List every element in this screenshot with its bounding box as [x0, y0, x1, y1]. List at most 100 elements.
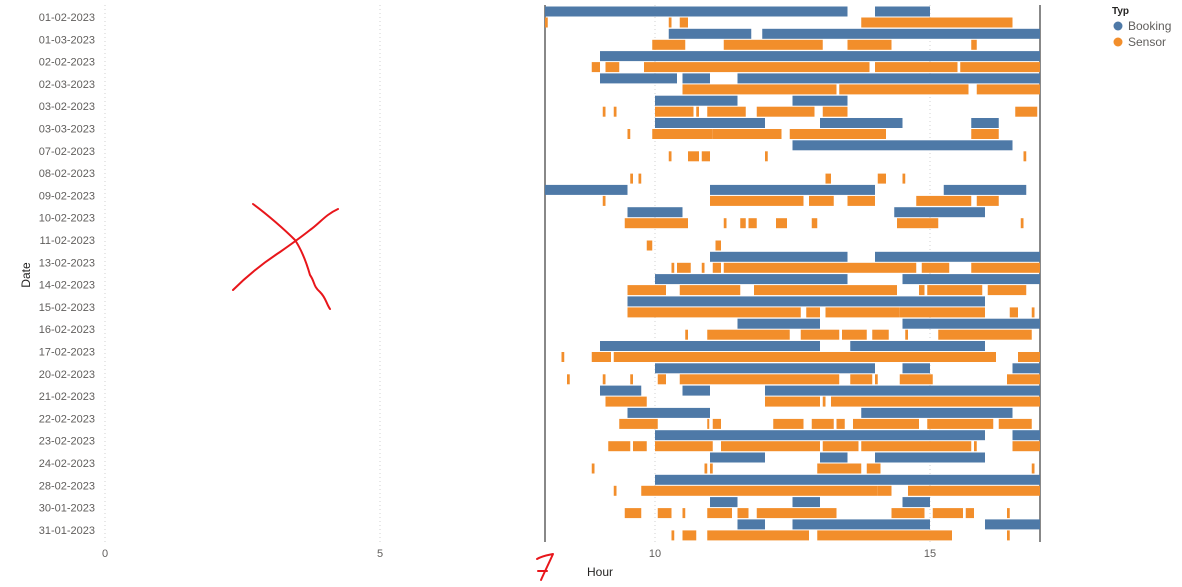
sensor-bar — [754, 285, 897, 296]
booking-bar — [894, 207, 985, 218]
y-tick-label: 02-02-2023 — [39, 57, 95, 69]
booking-bar — [792, 140, 1013, 151]
red-handwritten-annotation — [232, 203, 554, 581]
sensor-bar — [930, 441, 972, 452]
booking-bar — [600, 341, 820, 351]
sensor-bar — [723, 262, 917, 273]
sensor-bar — [707, 530, 809, 541]
sensor-bar — [897, 218, 939, 229]
sensor-bar — [712, 129, 782, 139]
y-tick-label: 03-03-2023 — [39, 124, 95, 136]
booking-bar — [655, 118, 765, 128]
sensor-bar — [627, 129, 631, 139]
y-tick-label: 11-02-2023 — [40, 235, 95, 247]
booking-bar — [902, 274, 1040, 285]
sensor-bar — [682, 508, 686, 519]
booking-bar — [850, 341, 985, 351]
sensor-bar — [806, 307, 820, 318]
sensor-bar — [1018, 352, 1040, 362]
booking-bar — [600, 73, 677, 84]
booking-bar — [682, 385, 710, 396]
sensor-bar — [1031, 307, 1035, 318]
sensor-bar — [707, 418, 710, 429]
sensor-bar — [608, 441, 631, 452]
y-tick-label: 30-01-2023 — [39, 503, 95, 515]
sensor-bar — [602, 195, 606, 206]
y-tick-label: 10-02-2023 — [39, 213, 95, 225]
sensor-bar — [1007, 530, 1010, 541]
sensor-bar — [822, 106, 848, 117]
sensor-bar — [765, 396, 820, 407]
sensor-bar — [685, 329, 688, 340]
booking-bar — [710, 430, 985, 441]
sensor-bar — [710, 195, 804, 206]
sensor-bar — [677, 262, 691, 273]
sensor-bar — [811, 218, 818, 229]
sensor-bar — [927, 418, 994, 429]
sensor-bar — [715, 240, 721, 251]
booking-bar — [902, 497, 930, 508]
sensor-bar — [875, 62, 958, 73]
sensor-bar — [965, 508, 974, 519]
booking-bar — [1012, 430, 1040, 441]
sensor-bar — [1023, 151, 1027, 162]
sensor-bar — [602, 374, 606, 385]
x-tick-label: 5 — [377, 548, 383, 560]
y-axis-title: Date — [19, 262, 33, 288]
reference-lines — [544, 5, 1041, 542]
sensor-bar — [839, 84, 969, 95]
y-tick-label: 24-02-2023 — [39, 458, 95, 470]
y-tick-labels: 01-02-2023 01-03-2023 02-02-2023 02-03-2023… — [39, 12, 95, 537]
y-tick-label: 22-02-2023 — [39, 413, 95, 425]
legend-title: Typ — [1112, 6, 1129, 17]
sensor-bar — [668, 17, 672, 28]
booking-bar — [902, 363, 930, 374]
legend: Typ Booking Sensor — [1112, 6, 1171, 49]
sensor-bar — [613, 485, 617, 496]
sensor-bar — [822, 441, 859, 452]
booking-bar — [820, 452, 848, 463]
sensor-bar — [701, 151, 710, 162]
sensor-bar — [932, 508, 963, 519]
sensor-bar — [704, 463, 708, 474]
sensor-bar — [613, 352, 996, 362]
y-tick-label: 08-02-2023 — [39, 168, 95, 180]
sensor-bar — [624, 218, 688, 229]
booking-bar — [600, 385, 642, 396]
sensor-bar — [1009, 307, 1018, 318]
sensor-bar — [707, 329, 790, 340]
sensor-bar — [921, 262, 950, 273]
legend-label-sensor[interactable]: Sensor — [1128, 35, 1166, 49]
booking-bar — [710, 251, 848, 262]
sensor-bar — [765, 151, 768, 162]
y-tick-label: 16-02-2023 — [39, 324, 95, 336]
y-tick-label: 15-02-2023 — [39, 302, 95, 314]
sensor-bar — [605, 396, 647, 407]
sensor-bar — [591, 463, 595, 474]
sensor-bar — [737, 508, 749, 519]
x-tick-label: 0 — [102, 548, 108, 560]
sensor-bar — [822, 396, 826, 407]
sensor-bar — [877, 173, 886, 184]
booking-bar — [655, 430, 710, 441]
legend-label-booking[interactable]: Booking — [1128, 19, 1171, 33]
sensor-bar — [847, 39, 892, 50]
sensor-bar — [853, 418, 919, 429]
sensor-bar — [748, 218, 757, 229]
sensor-bar — [679, 374, 840, 385]
sensor-bar — [688, 151, 699, 162]
booking-bar — [600, 51, 1040, 62]
sensor-bar — [817, 530, 952, 541]
booking-bar — [627, 407, 710, 418]
booking-bar — [710, 184, 875, 195]
booking-bar — [627, 296, 985, 307]
booking-bar — [655, 274, 848, 285]
booking-bar — [545, 184, 628, 195]
sensor-bar — [850, 374, 873, 385]
sensor-bar — [633, 441, 647, 452]
sensor-bar — [866, 463, 881, 474]
sensor-bar — [561, 352, 565, 362]
sensor-bar — [836, 418, 845, 429]
red-cross-stroke-2 — [232, 208, 339, 291]
sensor-bar — [712, 262, 721, 273]
